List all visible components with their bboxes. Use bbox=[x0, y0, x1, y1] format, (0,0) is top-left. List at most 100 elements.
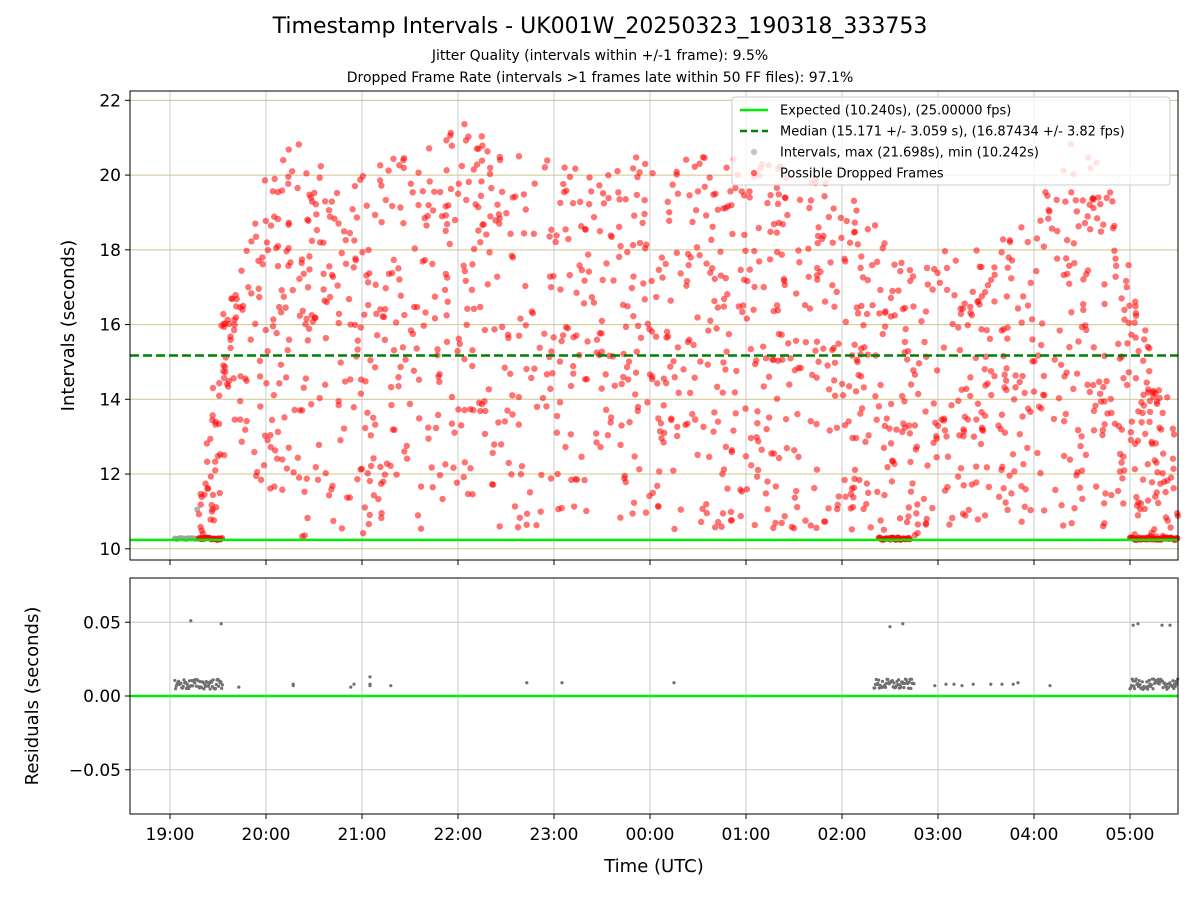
dropped-frame-point bbox=[833, 424, 841, 431]
dropped-frame-point bbox=[1024, 444, 1031, 452]
dropped-frame-point bbox=[673, 432, 681, 440]
dropped-frame-point bbox=[359, 249, 366, 256]
dropped-frame-point bbox=[1066, 280, 1073, 287]
dropped-frame-point bbox=[585, 200, 593, 208]
dropped-frame-point bbox=[814, 239, 821, 247]
dropped-frame-point bbox=[1109, 224, 1117, 232]
dropped-frame-point bbox=[714, 518, 722, 526]
dropped-frame-point bbox=[1146, 418, 1153, 426]
dropped-frame-point bbox=[640, 280, 647, 287]
dropped-frame-point bbox=[529, 310, 537, 317]
dropped-frame-point bbox=[657, 420, 665, 427]
dropped-frame-point bbox=[655, 415, 662, 422]
x-tick-label: 03:00 bbox=[914, 825, 963, 845]
dropped-frame-point bbox=[373, 310, 380, 318]
dropped-frame-point bbox=[1123, 381, 1131, 389]
dropped-frame-point bbox=[291, 406, 298, 414]
dropped-frame-point bbox=[686, 336, 693, 344]
dropped-frame-point bbox=[1132, 334, 1139, 341]
dropped-frame-point bbox=[1053, 196, 1060, 204]
dropped-frame-point bbox=[626, 418, 633, 426]
dropped-frame-point bbox=[1079, 197, 1087, 204]
residual-point bbox=[389, 684, 393, 688]
dropped-frame-point bbox=[1005, 254, 1012, 261]
dropped-frame-point bbox=[974, 400, 982, 407]
dropped-frame-point bbox=[274, 242, 282, 250]
dropped-frame-point bbox=[762, 490, 770, 497]
dropped-frame-point bbox=[573, 289, 580, 296]
dropped-frame-point bbox=[553, 429, 561, 436]
dropped-frame-point bbox=[648, 277, 655, 285]
dropped-frame-point bbox=[313, 211, 320, 218]
dropped-frame-point bbox=[773, 395, 781, 402]
dropped-frame-point bbox=[407, 180, 415, 187]
dropped-frame-point bbox=[1058, 502, 1065, 509]
dropped-frame-point bbox=[238, 267, 245, 274]
dropped-frame-point bbox=[960, 482, 967, 489]
dropped-frame-point bbox=[821, 193, 828, 200]
dropped-frame-point bbox=[460, 473, 467, 481]
dropped-frame-point bbox=[570, 370, 577, 377]
residual-point bbox=[906, 686, 911, 690]
dropped-frame-point bbox=[342, 260, 350, 267]
dropped-frame-point bbox=[469, 261, 476, 268]
dropped-frame-point bbox=[955, 397, 962, 405]
dropped-frame-point bbox=[1118, 459, 1125, 466]
dropped-frame-point bbox=[1054, 227, 1061, 235]
dropped-frame-point bbox=[913, 510, 920, 517]
dropped-frame-point bbox=[233, 303, 240, 310]
dropped-frame-point bbox=[333, 189, 341, 197]
dropped-frame-point bbox=[821, 518, 828, 525]
dropped-frame-point bbox=[565, 235, 572, 243]
dropped-frame-point bbox=[907, 277, 914, 285]
dropped-frame-point bbox=[308, 401, 315, 408]
dropped-frame-point bbox=[238, 438, 245, 445]
x-tick-label: 04:00 bbox=[1010, 825, 1059, 845]
dropped-frame-point bbox=[985, 483, 993, 491]
dropped-frame-point bbox=[929, 504, 936, 512]
dropped-frame-point bbox=[411, 245, 418, 252]
dropped-frame-point bbox=[653, 293, 660, 301]
dropped-frame-point bbox=[274, 262, 282, 270]
dropped-frame-point bbox=[1092, 483, 1100, 490]
dropped-frame-point bbox=[285, 245, 292, 252]
dropped-frame-point bbox=[431, 188, 438, 195]
x-tick-label: 21:00 bbox=[338, 825, 387, 845]
dropped-frame-point bbox=[1159, 409, 1166, 417]
dropped-frame-point bbox=[204, 485, 212, 492]
dropped-frame-point bbox=[775, 454, 783, 462]
dropped-frame-point bbox=[1057, 361, 1065, 368]
dropped-frame-point bbox=[1125, 261, 1132, 269]
dropped-frame-point bbox=[974, 516, 982, 523]
dropped-frame-point bbox=[596, 227, 604, 235]
dropped-frame-point bbox=[243, 247, 250, 255]
dropped-frame-point bbox=[1071, 259, 1078, 267]
dropped-frame-point bbox=[335, 310, 343, 318]
dropped-frame-point bbox=[556, 399, 564, 406]
residual-point bbox=[888, 625, 892, 629]
legend-swatch-intervals bbox=[750, 148, 758, 156]
dropped-frame-point bbox=[415, 169, 422, 176]
dropped-frame-point bbox=[277, 309, 285, 316]
dropped-frame-point bbox=[1018, 482, 1025, 490]
dropped-frame-point bbox=[1153, 400, 1161, 408]
dropped-frame-point bbox=[1037, 217, 1044, 224]
dropped-frame-point bbox=[397, 204, 404, 211]
dropped-frame-point bbox=[646, 492, 653, 500]
dropped-frame-point bbox=[1154, 469, 1161, 476]
dropped-frame-point bbox=[1132, 303, 1139, 310]
dropped-frame-point bbox=[448, 142, 456, 149]
dropped-frame-point bbox=[660, 375, 668, 382]
dropped-frame-point bbox=[378, 182, 385, 189]
dropped-frame-point bbox=[1090, 407, 1098, 415]
residual-point bbox=[876, 681, 880, 685]
dropped-frame-point bbox=[1101, 300, 1108, 308]
dropped-frame-point bbox=[453, 479, 461, 486]
residual-point bbox=[907, 680, 911, 684]
dropped-frame-point bbox=[329, 273, 337, 280]
dropped-frame-point bbox=[873, 258, 881, 266]
dropped-frame-point bbox=[588, 188, 595, 195]
dropped-frame-point bbox=[1135, 347, 1142, 355]
dropped-frame-point bbox=[750, 306, 757, 313]
dropped-frame-point bbox=[924, 281, 932, 288]
